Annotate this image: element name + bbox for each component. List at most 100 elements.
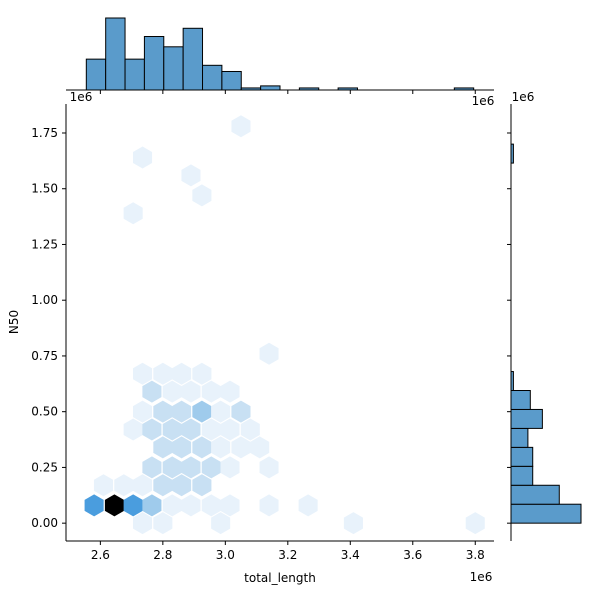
x-tick-label-2: 3.0 <box>216 548 235 562</box>
x-tick-label-1: 2.8 <box>153 548 172 562</box>
hexbin-2 <box>123 494 143 517</box>
hexbin-9 <box>298 494 318 517</box>
hexbin-23 <box>181 456 201 479</box>
main-y-offset-label: 1e6 <box>70 90 93 104</box>
hexbin-6 <box>201 494 221 517</box>
hexbin-4 <box>162 494 182 517</box>
hexbin-34 <box>142 418 162 441</box>
y-tick-label-3: 0.75 <box>31 349 58 363</box>
hexbin-60 <box>231 115 251 138</box>
hexbin-42 <box>172 400 192 423</box>
hexbin-48 <box>181 380 201 403</box>
x-axis-label: total_length <box>244 571 316 585</box>
hexbin-25 <box>220 456 240 479</box>
hexbin-18 <box>211 512 231 535</box>
hexbin-13 <box>153 474 173 497</box>
hexbin-52 <box>153 362 173 385</box>
hexbin-12 <box>133 474 153 497</box>
hexbin-30 <box>211 436 231 459</box>
y-tick-label-2: 0.50 <box>31 405 58 419</box>
hexbin-51 <box>133 362 153 385</box>
hexbin-20 <box>465 512 485 535</box>
hexbin-40 <box>133 400 153 423</box>
hexbin-44 <box>211 400 231 423</box>
y-tick-label-4: 1.00 <box>31 293 58 307</box>
hexbin-50 <box>220 380 240 403</box>
top-x-offset-label: 1e6 <box>472 94 495 108</box>
hexbin-27 <box>153 436 173 459</box>
x-marginal-bar-0 <box>85 58 107 91</box>
hexbin-37 <box>201 418 221 441</box>
x-tick-label-6: 3.8 <box>466 548 485 562</box>
y-tick-label-0: 0.00 <box>31 516 58 530</box>
hexbin-21 <box>142 456 162 479</box>
hexbin-58 <box>181 164 201 187</box>
hexbin-54 <box>192 362 212 385</box>
hexbin-0 <box>84 494 104 517</box>
hexbin-layer <box>84 115 485 535</box>
y-marginal-bar-4 <box>510 427 529 448</box>
right-y-offset-label: 1e6 <box>512 90 535 104</box>
x-marginal-bar-7 <box>221 70 242 91</box>
hexbin-8 <box>259 494 279 517</box>
x-marginal-bar-1 <box>105 17 126 91</box>
y-marginal-bar-1 <box>510 484 560 505</box>
hexbin-39 <box>240 418 260 441</box>
hexbin-17 <box>153 512 173 535</box>
hexbin-36 <box>181 418 201 441</box>
hexbin-24 <box>201 456 221 479</box>
hexbin-41 <box>153 400 173 423</box>
y-tick-label-7: 1.75 <box>31 126 58 140</box>
y-tick-label-1: 0.25 <box>31 460 58 474</box>
y-marginal-bar-2 <box>510 465 534 486</box>
hexbin-19 <box>343 512 363 535</box>
x-tick-label-3: 3.2 <box>278 548 297 562</box>
hexbin-14 <box>172 474 192 497</box>
hexbin-56 <box>123 202 143 225</box>
hexbin-1 <box>104 494 124 517</box>
hexbin-7 <box>220 494 240 517</box>
hexbin-11 <box>114 474 134 497</box>
hexbin-31 <box>231 436 251 459</box>
hexbin-10 <box>93 474 114 497</box>
hexbin-22 <box>162 456 182 479</box>
y-axis-label: N50 <box>7 310 21 334</box>
hexbin-26 <box>259 456 279 479</box>
hexbin-32 <box>250 436 270 459</box>
x-marginal-histogram <box>85 17 475 91</box>
x-marginal-bar-9 <box>260 85 281 91</box>
x-tick-label-5: 3.6 <box>403 548 422 562</box>
hexbin-49 <box>201 380 221 403</box>
hexbin-38 <box>220 418 240 441</box>
hexbin-55 <box>259 342 279 365</box>
x-marginal-bar-3 <box>143 36 165 91</box>
ticks: 2.6 2.8 3.0 3.2 3.4 3.6 3.8 0.00 0.25 0.50 0.75 1.0… <box>31 90 511 562</box>
hexbin-15 <box>192 474 212 497</box>
y-marginal-histogram <box>510 143 582 524</box>
x-marginal-bar-5 <box>182 27 204 91</box>
y-marginal-bar-6 <box>510 390 531 410</box>
hexbin-57 <box>192 184 212 207</box>
hexbin-35 <box>162 418 182 441</box>
y-marginal-bar-3 <box>510 446 534 467</box>
hexbin-59 <box>133 146 153 169</box>
y-marginal-bar-5 <box>510 408 543 429</box>
x-tick-label-4: 3.4 <box>341 548 360 562</box>
hexbin-53 <box>172 362 192 385</box>
hexbin-46 <box>142 380 162 403</box>
hexbin-5 <box>181 494 201 517</box>
hexbin-47 <box>162 380 182 403</box>
x-offset-label: 1e6 <box>470 570 493 584</box>
y-tick-label-6: 1.50 <box>31 182 58 196</box>
hexbin-29 <box>192 436 212 459</box>
axes <box>65 89 512 542</box>
y-marginal-bar-0 <box>510 503 582 524</box>
hexbin-45 <box>231 400 251 423</box>
y-tick-label-5: 1.25 <box>31 237 58 251</box>
hexbin-28 <box>172 436 192 459</box>
x-tick-label-0: 2.6 <box>91 548 110 562</box>
hexbin-16 <box>133 512 153 535</box>
hexbin-43 <box>192 400 212 423</box>
x-marginal-bar-2 <box>124 58 145 91</box>
